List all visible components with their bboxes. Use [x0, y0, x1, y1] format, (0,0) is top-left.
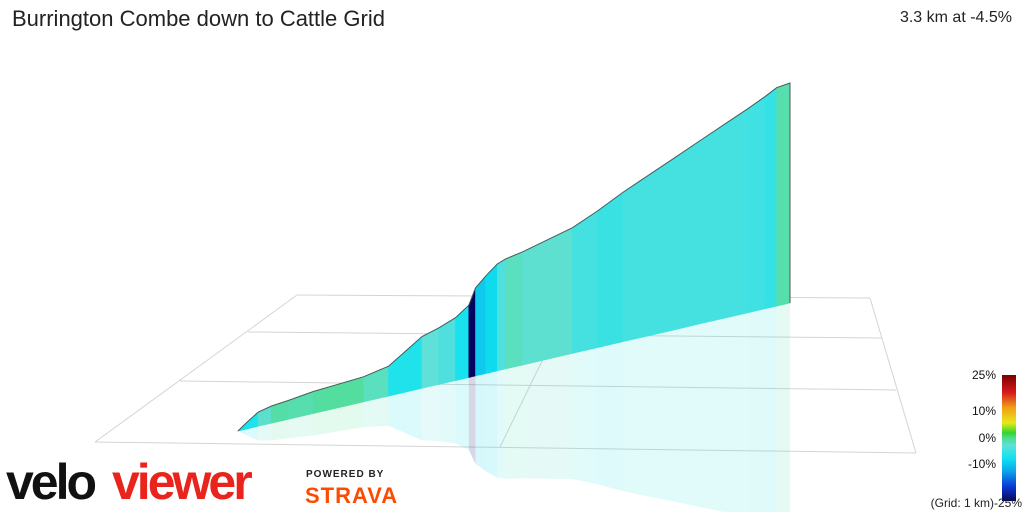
reflection-segment — [672, 324, 698, 507]
profile-segment — [496, 258, 506, 372]
reflection-segment — [748, 308, 765, 512]
scale-label-25: 25% — [972, 368, 996, 382]
profile-wall — [237, 82, 791, 432]
profile-segment — [697, 124, 724, 325]
profile-outline — [237, 82, 791, 432]
reflection-segment — [468, 375, 476, 464]
powered-by-label: POWERED BY — [306, 469, 384, 480]
scale-label-0: 0% — [979, 431, 997, 445]
veloviewer-logo-viewer: viewer — [112, 455, 252, 507]
profile-segment — [622, 175, 649, 343]
reflection-segment — [313, 407, 339, 436]
reflection-segment — [505, 365, 523, 479]
reflection-segment — [363, 396, 389, 428]
reflection-segment — [597, 341, 623, 492]
grid-line-edge — [869, 297, 917, 454]
veloviewer-logo-velo: velo — [6, 455, 96, 507]
reflection-segment — [485, 370, 498, 478]
profile-segment — [597, 191, 624, 348]
reflection-segment — [698, 318, 724, 512]
profile-segment — [647, 158, 674, 337]
grid-line-row — [179, 380, 897, 391]
profile-segment — [547, 227, 573, 360]
grid-line-edge — [94, 294, 298, 443]
profile-segment — [505, 251, 523, 370]
profile-segment — [388, 350, 406, 397]
profile-segment — [271, 400, 289, 424]
grid-note: (Grid: 1 km) — [930, 496, 994, 510]
profile-segment — [672, 141, 699, 331]
scale-label-minus10: -10% — [968, 457, 996, 471]
profile-segment — [522, 239, 548, 366]
chart-title: Burrington Combe down to Cattle Grid — [12, 6, 385, 31]
reflection-segment — [455, 377, 469, 450]
profile-segment — [485, 263, 498, 374]
reflection-segment — [271, 419, 289, 441]
reflection-segment — [622, 336, 648, 497]
reflection-segment — [723, 312, 749, 512]
reflection-segment — [246, 426, 259, 441]
profile-segment — [722, 107, 749, 319]
reflection-segment — [522, 359, 548, 479]
strava-logo: STRAVA — [305, 483, 398, 507]
color-scale-bar — [1002, 375, 1016, 501]
scale-label-minus25: -25% — [993, 496, 1022, 510]
reflection-segment — [647, 330, 673, 502]
profile-segment — [776, 82, 791, 307]
profile-segment — [747, 96, 766, 314]
reflection-segment — [422, 384, 439, 441]
reflection-segment — [475, 373, 486, 471]
reflection-segment — [572, 347, 598, 485]
profile-segment — [475, 275, 486, 377]
profile-segment — [764, 87, 777, 310]
reflection-segment — [288, 413, 314, 439]
grid-line-column — [499, 354, 546, 448]
profile-segment — [404, 335, 423, 393]
profile-segment — [338, 376, 364, 409]
profile-segment — [572, 210, 598, 354]
reflection-segment — [388, 392, 406, 434]
reflection-segment — [438, 380, 456, 444]
veloviewer-strava-logo[interactable]: velo viewer POWERED BY STRAVA — [6, 455, 426, 507]
reflection-segment — [764, 306, 777, 512]
reflection-segment — [776, 303, 790, 512]
segment-summary: 3.3 km at -4.5% — [899, 9, 1012, 26]
grid-line-row — [94, 441, 917, 454]
color-scale: 25% 10% 0% -10% — [968, 368, 1016, 501]
reflection-segment — [405, 388, 422, 441]
profile-segment — [438, 317, 456, 385]
scale-label-10: 10% — [972, 404, 996, 418]
reflection-segment — [258, 423, 272, 441]
profile-segment — [421, 327, 440, 389]
reflection-segment — [547, 353, 573, 480]
reflection-segment — [497, 368, 506, 479]
reflection-segment — [338, 401, 364, 432]
profile-reflection — [238, 303, 790, 512]
